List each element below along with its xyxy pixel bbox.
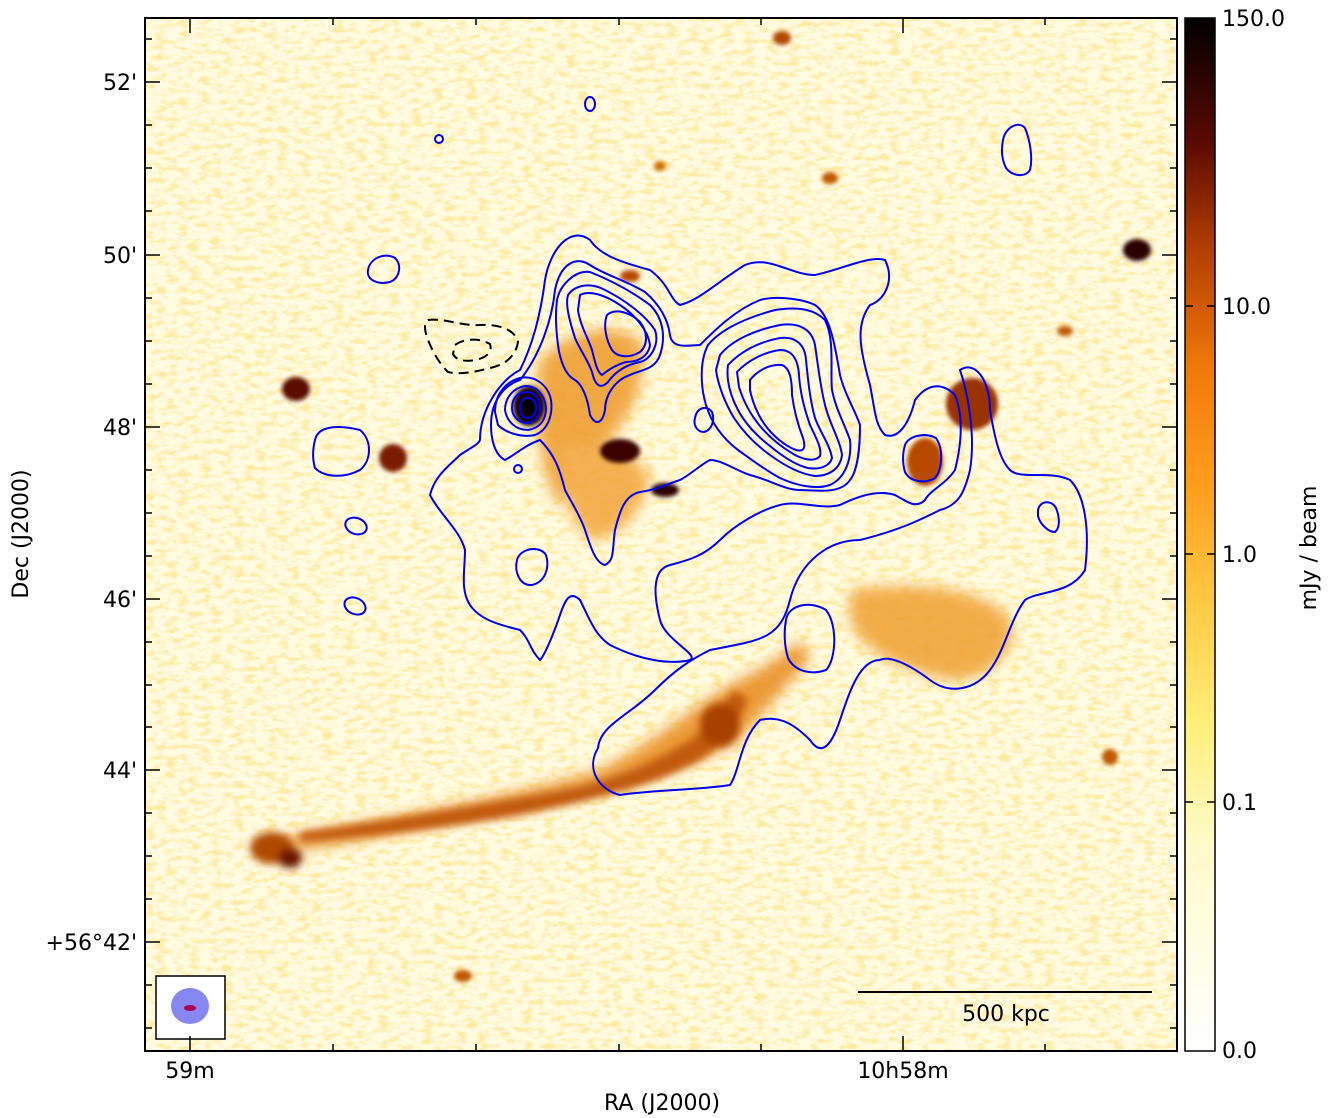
colorbar-tick-label: 1.0 — [1222, 543, 1257, 568]
radio-image — [145, 18, 1177, 1051]
plot-frame — [144, 17, 1178, 1052]
x-axis-label: RA (J2000) — [604, 1091, 720, 1116]
colorbar-tick-label: 150.0 — [1222, 7, 1285, 32]
colorbar: 150.0 10.0 1.0 0.1 0.0 mJy / beam — [1184, 7, 1322, 1064]
colorbar-label: mJy / beam — [1297, 486, 1322, 611]
y-tick-label: 46' — [103, 588, 137, 613]
colorbar-tick-label: 0.0 — [1222, 1039, 1257, 1064]
xray-contours — [312, 96, 1088, 797]
axis-ticks — [145, 18, 1177, 1051]
y-tick-labels: 52' 50' 48' 46' 44' +56°42' — [46, 71, 137, 956]
y-tick-label: 44' — [103, 759, 137, 784]
scale-bar-label: 500 kpc — [962, 1002, 1050, 1027]
y-tick-label: +56°42' — [46, 931, 137, 956]
x-tick-labels: 59m 10h58m — [165, 1059, 948, 1084]
negative-contours — [424, 318, 520, 375]
x-tick-label: 10h58m — [857, 1059, 948, 1084]
y-tick-label: 48' — [103, 416, 137, 441]
x-tick-label: 59m — [165, 1059, 214, 1084]
colorbar-gradient — [1184, 17, 1216, 1052]
y-tick-label: 50' — [103, 244, 137, 269]
colorbar-tick-label: 0.1 — [1222, 791, 1257, 816]
y-axis-label: Dec (J2000) — [9, 469, 34, 598]
colorbar-tick-label: 10.0 — [1222, 295, 1271, 320]
beam-indicator — [155, 975, 226, 1040]
y-tick-label: 52' — [103, 71, 137, 96]
